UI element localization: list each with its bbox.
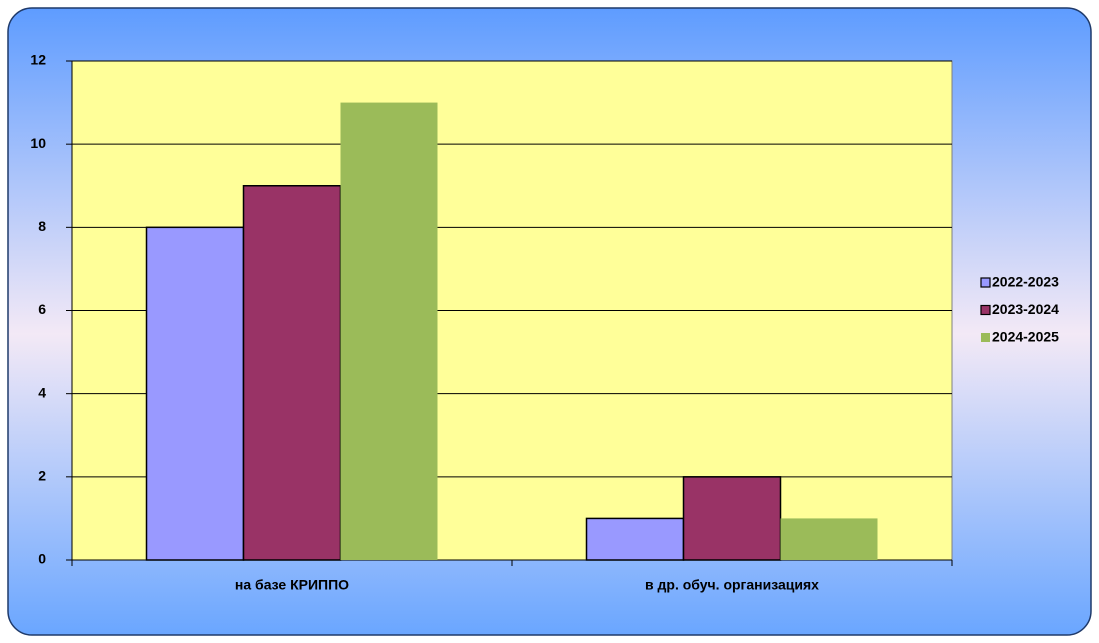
y-tick-label: 0 <box>38 551 46 567</box>
bar <box>340 102 438 560</box>
bar <box>780 518 878 560</box>
bar <box>585 517 685 561</box>
bar <box>682 476 782 561</box>
bar <box>242 185 342 561</box>
y-tick-label: 4 <box>38 384 46 400</box>
legend-label: 2023-2024 <box>992 301 1059 317</box>
legend-label: 2022-2023 <box>992 274 1059 290</box>
x-tick-label: на базе КРИППО <box>235 577 349 593</box>
y-tick-label: 10 <box>30 135 46 151</box>
legend-swatch <box>980 304 991 316</box>
y-tick-label: 12 <box>30 52 46 68</box>
legend-label: 2024-2025 <box>992 329 1059 345</box>
y-tick-label: 2 <box>38 468 46 484</box>
y-tick-label: 8 <box>38 218 46 234</box>
legend-swatch <box>980 277 991 288</box>
x-tick-label: в др. обуч. организациях <box>645 577 819 593</box>
bar <box>145 226 245 561</box>
legend-swatch <box>981 333 990 342</box>
y-tick-label: 6 <box>38 301 46 317</box>
